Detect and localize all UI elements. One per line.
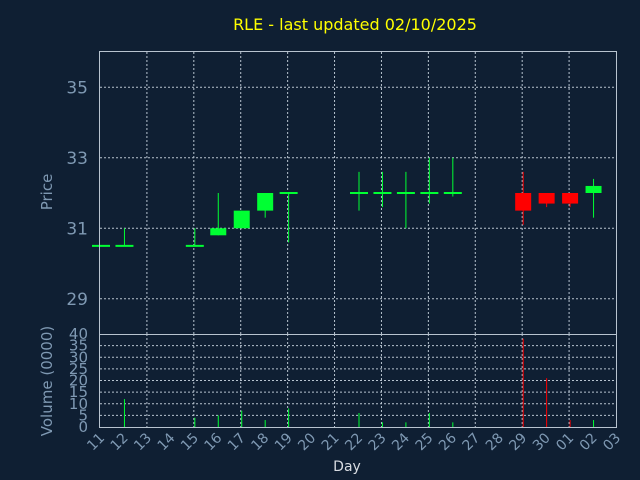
candle-body [185, 244, 204, 247]
price-tick-label: 29 [66, 290, 88, 310]
price-tick-label: 33 [66, 149, 88, 169]
volume-panel-frame [99, 334, 617, 428]
candle-body [515, 193, 532, 211]
candle-body [92, 244, 110, 247]
candle-body [443, 192, 462, 194]
candle-body [373, 192, 392, 194]
x-axis-label: Day [333, 459, 361, 475]
candle-body [585, 185, 602, 193]
volume-tick-label: 5 [78, 406, 88, 424]
candle-body [257, 193, 274, 211]
candle-body [233, 210, 250, 229]
price-tick-label: 35 [66, 78, 88, 98]
volume-axis-label: Volume (0000) [38, 326, 56, 436]
candle-body [350, 192, 368, 194]
candle-body [210, 228, 227, 236]
volume-tick-label: 35 [69, 337, 88, 355]
candle-body [396, 192, 415, 194]
volume-tick-label: 20 [69, 372, 88, 390]
candle-body [279, 192, 298, 194]
candle-body [538, 193, 555, 204]
volume-tick-label: 30 [69, 348, 88, 366]
volume-tick-label: 15 [69, 383, 88, 401]
candle-body [562, 193, 579, 204]
volume-tick-label: 40 [69, 325, 88, 343]
candle-body [115, 244, 134, 247]
chart-title: RLE - last updated 02/10/2025 [233, 15, 477, 34]
price-tick-label: 31 [66, 219, 88, 239]
candle-body [420, 192, 439, 194]
chart-marks [92, 157, 602, 427]
price-axis-label: Price [38, 174, 56, 211]
volume-tick-label: 10 [69, 395, 88, 413]
volume-tick-label: 25 [69, 360, 88, 378]
volume-tick-label: 0 [78, 418, 88, 436]
